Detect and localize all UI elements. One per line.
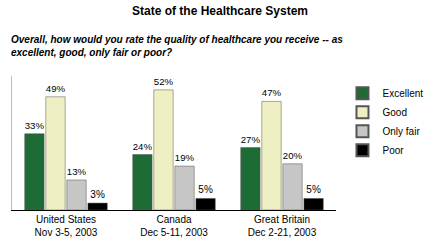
svg-text:49%: 49%: [46, 83, 66, 94]
svg-text:33%: 33%: [25, 120, 45, 131]
svg-text:13%: 13%: [67, 166, 87, 177]
svg-text:5%: 5%: [306, 184, 321, 195]
svg-text:Only fair: Only fair: [382, 126, 420, 137]
svg-text:United StatesNov 3-5, 2003: United StatesNov 3-5, 2003: [35, 214, 98, 238]
svg-text:Excellent: Excellent: [382, 88, 423, 99]
svg-text:20%: 20%: [283, 150, 303, 161]
svg-text:24%: 24%: [133, 141, 153, 152]
svg-text:52%: 52%: [154, 76, 174, 87]
svg-text:27%: 27%: [241, 134, 261, 145]
svg-text:Poor: Poor: [382, 145, 404, 156]
svg-text:Good: Good: [382, 107, 406, 118]
svg-text:CanadaDec 5-11, 2003: CanadaDec 5-11, 2003: [140, 214, 208, 238]
svg-text:19%: 19%: [175, 152, 195, 163]
svg-text:3%: 3%: [90, 189, 105, 200]
svg-text:5%: 5%: [198, 184, 213, 195]
svg-text:Overall, how would you rate th: Overall, how would you rate the quality …: [11, 34, 343, 58]
svg-text:State of the Healthcare System: State of the Healthcare System: [132, 4, 308, 18]
svg-text:47%: 47%: [262, 87, 282, 98]
svg-text:Great BritainDec 2-21, 2003: Great BritainDec 2-21, 2003: [248, 214, 317, 238]
